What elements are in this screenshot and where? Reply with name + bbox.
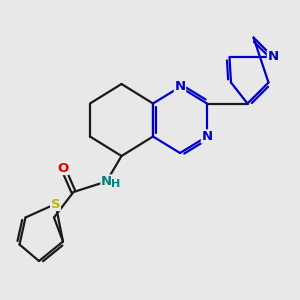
Text: N: N (174, 80, 186, 94)
Text: S: S (51, 197, 60, 211)
Text: N: N (201, 130, 213, 143)
Text: N: N (101, 175, 112, 188)
Text: H: H (112, 179, 121, 189)
Text: O: O (57, 161, 69, 175)
Text: N: N (267, 50, 279, 64)
